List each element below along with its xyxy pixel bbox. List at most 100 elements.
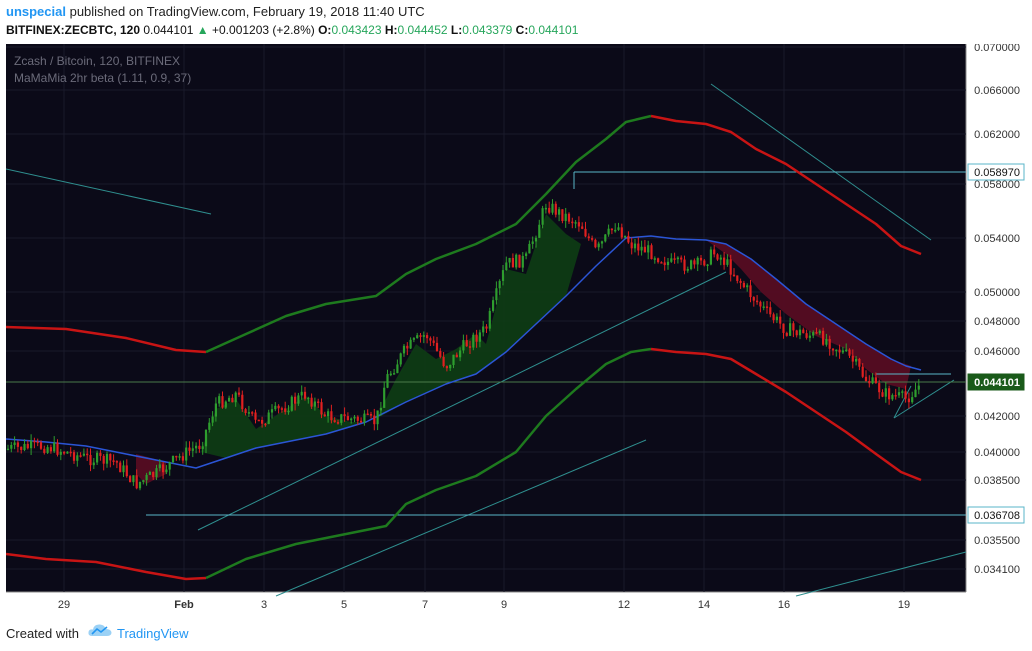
candle-body [30, 440, 33, 449]
candle-body [313, 401, 316, 407]
close-value: 0.044101 [528, 23, 579, 37]
candle-body [713, 249, 716, 255]
candle-body [221, 396, 224, 408]
low-label: L: [450, 23, 463, 37]
tradingview-cloud-icon[interactable] [88, 623, 112, 637]
candle-body [762, 306, 765, 308]
candle-body [399, 353, 402, 365]
time-tick-label: 14 [698, 599, 710, 611]
candle-body [59, 451, 62, 455]
chart-title: Zcash / Bitcoin, 120, BITFINEX [14, 54, 180, 68]
candle-body [145, 474, 148, 481]
candle-body [211, 416, 214, 423]
candle-body [756, 300, 759, 303]
candle-body [23, 443, 26, 451]
candle-body [868, 381, 871, 384]
candle-body [805, 333, 808, 338]
price-labels: 0.058970 0.044101 0.036708 [967, 163, 1025, 524]
time-axis[interactable] [6, 592, 1026, 614]
candle-body [703, 260, 706, 266]
candle-body [591, 238, 594, 240]
price-tick-label: 0.050000 [974, 287, 1020, 299]
tradingview-link[interactable]: TradingView [117, 626, 189, 641]
candle-body [475, 334, 478, 342]
candle-body [165, 469, 168, 473]
candle-body [670, 258, 673, 262]
candle-body [181, 456, 184, 461]
candle-body [828, 338, 831, 349]
candle-body [871, 377, 874, 384]
candle-body [459, 350, 462, 358]
candle-body [175, 455, 178, 458]
candle-body [693, 260, 696, 265]
candle-body [729, 259, 732, 275]
candle-body [577, 222, 580, 227]
candle-body [581, 226, 584, 229]
candle-body [39, 442, 43, 449]
candle-body [749, 285, 752, 298]
candle-body [445, 366, 448, 369]
candle-body [297, 395, 300, 404]
candle-body [643, 246, 646, 253]
cloud-fills [136, 214, 911, 484]
candle-body [723, 257, 726, 265]
candle-body [389, 373, 392, 376]
candle-body [779, 316, 782, 324]
author-link[interactable]: unspecial [6, 4, 66, 19]
candle-body [864, 376, 868, 382]
candle-body [917, 385, 920, 390]
candle-body [600, 241, 604, 244]
candle-body [46, 447, 49, 453]
candle-body [607, 228, 610, 235]
candle-body [36, 441, 39, 444]
candle-body [498, 280, 501, 289]
candle-body [307, 397, 310, 400]
price-tick-label: 0.038500 [974, 475, 1020, 487]
price-chart[interactable]: 0.070000 0.066000 0.062000 0.058000 0.054000… [6, 44, 1026, 614]
price-axis[interactable] [966, 44, 1026, 592]
candle-body [432, 340, 435, 343]
candle-body [640, 246, 643, 251]
candle-body [251, 412, 254, 414]
candle-body [264, 423, 267, 426]
candle-body [554, 203, 557, 215]
candle-body [429, 338, 432, 341]
candle-body [696, 257, 699, 265]
candle-body [267, 412, 270, 424]
candle-body [455, 354, 458, 358]
candle-body [132, 475, 135, 483]
candle-body [897, 392, 901, 396]
candle-body [356, 416, 359, 421]
candle-body [584, 228, 587, 237]
candle-body [168, 462, 171, 470]
candle-body [218, 396, 221, 404]
candle-body [604, 234, 607, 242]
candle-body [660, 262, 663, 264]
candle-body [650, 245, 653, 260]
candle-body [53, 442, 56, 452]
publish-info: unspecial published on TradingView.com, … [6, 4, 425, 19]
candle-body [79, 455, 82, 457]
close-label: C: [515, 23, 529, 37]
low-value: 0.043379 [462, 23, 513, 37]
candle-body [244, 409, 247, 414]
candle-body [26, 443, 29, 449]
candle-body [627, 235, 630, 243]
price-label-text: 0.036708 [974, 510, 1020, 522]
candle-body [901, 391, 904, 393]
candle-body [726, 259, 729, 265]
candle-body [657, 258, 660, 263]
candle-body [765, 306, 769, 308]
candle-body [96, 452, 99, 463]
candle-body [343, 414, 346, 417]
candle-body [845, 349, 848, 352]
candle-body [482, 326, 485, 333]
candle-body [818, 330, 821, 334]
candle-body [178, 456, 181, 458]
price-tick-label: 0.042000 [974, 411, 1020, 423]
candle-body [472, 334, 475, 348]
time-tick-label: Feb [174, 599, 194, 611]
price-tick-label: 0.048000 [974, 316, 1020, 328]
price-tick-label: 0.070000 [974, 44, 1020, 54]
candle-body [33, 440, 36, 443]
